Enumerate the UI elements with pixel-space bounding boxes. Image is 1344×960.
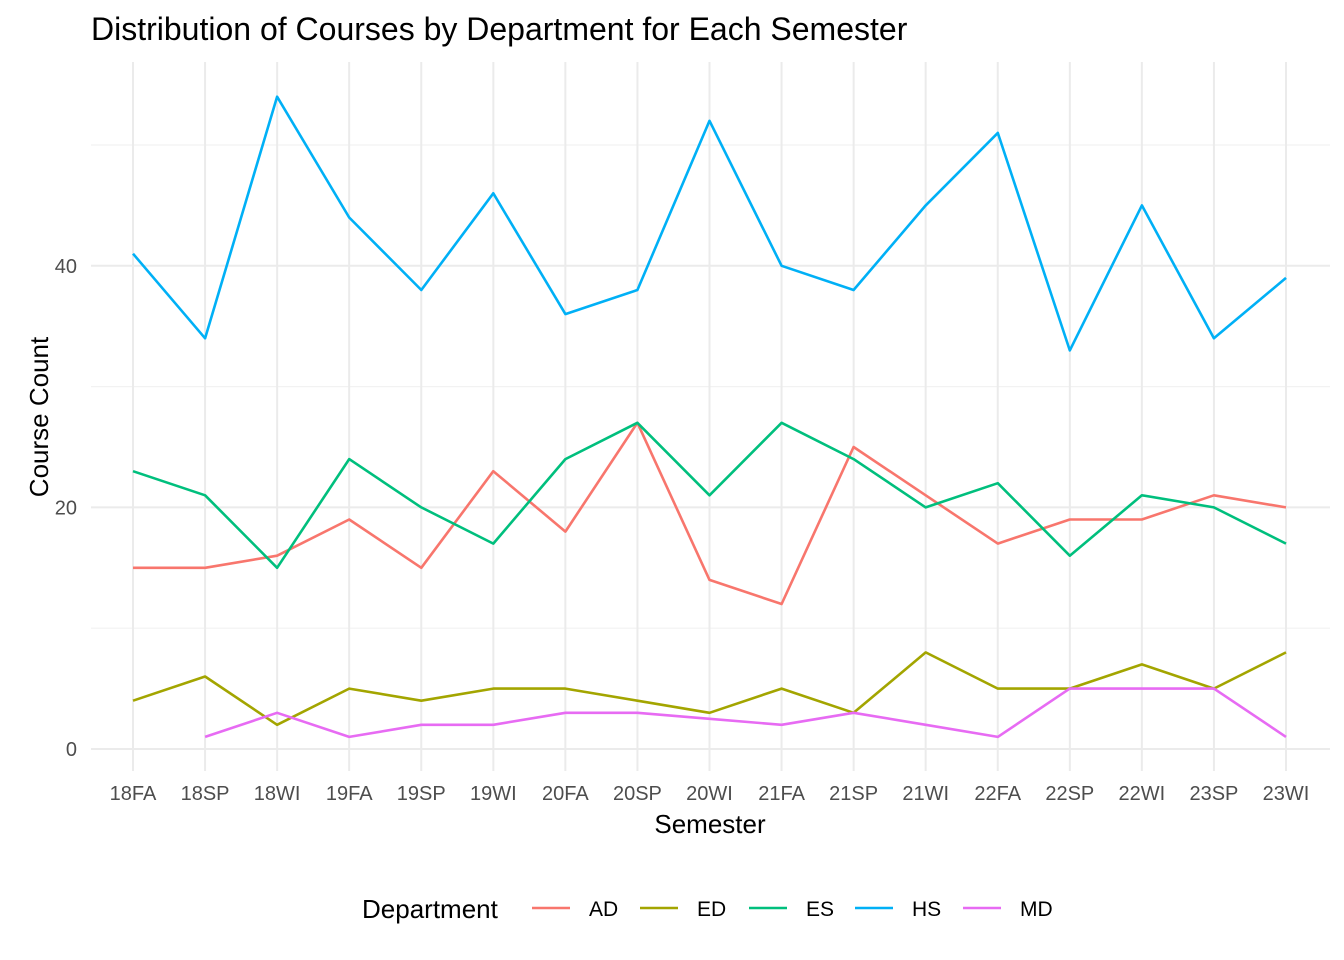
chart-title: Distribution of Courses by Department fo… [91,11,908,47]
x-tick-label: 22SP [1045,783,1094,805]
legend-items: AD ED ES HS MD [532,898,1053,921]
series-line-ed [132,651,1287,727]
x-tick-label: 21WI [902,783,949,805]
x-tick-label: 18SP [181,783,230,805]
x-tick-label: 19FA [326,783,373,805]
legend-item-ed: ED [640,898,726,921]
x-tick-label: 22FA [974,783,1021,805]
legend-item-ad: AD [532,898,618,921]
legend-title: Department [362,894,499,924]
legend-item-md: MD [963,898,1053,921]
legend-item-hs: HS [855,898,941,921]
x-tick-label: 20FA [542,783,589,805]
legend-item-es: ES [749,898,834,921]
x-tick-label: 19WI [470,783,517,805]
y-tick-labels: 0 20 40 [55,256,77,761]
legend-label: ES [806,898,834,921]
legend: Department AD ED ES HS MD [362,894,1053,924]
legend-label: MD [1020,898,1053,921]
x-tick-label: 23SP [1189,783,1238,805]
x-tick-labels: 18FA 18SP 18WI 19FA 19SP 19WI 20FA 20SP 20WI 21FA… [110,783,1310,805]
series-line-es [132,421,1287,570]
x-tick-label: 22WI [1119,783,1166,805]
legend-label: AD [589,898,618,921]
legend-label: ED [697,898,726,921]
x-tick-label: 18WI [254,783,301,805]
x-tick-label: 21FA [758,783,805,805]
y-tick-label: 20 [55,497,77,519]
x-tick-label: 20SP [613,783,662,805]
y-axis-title: Course Count [24,336,54,497]
series-line-md [204,687,1287,739]
legend-label: HS [912,898,941,921]
x-tick-label: 19SP [397,783,446,805]
series-lines [132,95,1287,739]
series-line-ad [133,421,1287,606]
y-tick-label: 0 [66,739,77,761]
x-tick-label: 21SP [829,783,878,805]
series-line-hs [132,95,1287,352]
x-axis-title: Semester [654,809,766,839]
y-tick-label: 40 [55,256,77,278]
x-tick-label: 23WI [1263,783,1310,805]
x-tick-label: 18FA [110,783,157,805]
x-tick-label: 20WI [686,783,733,805]
